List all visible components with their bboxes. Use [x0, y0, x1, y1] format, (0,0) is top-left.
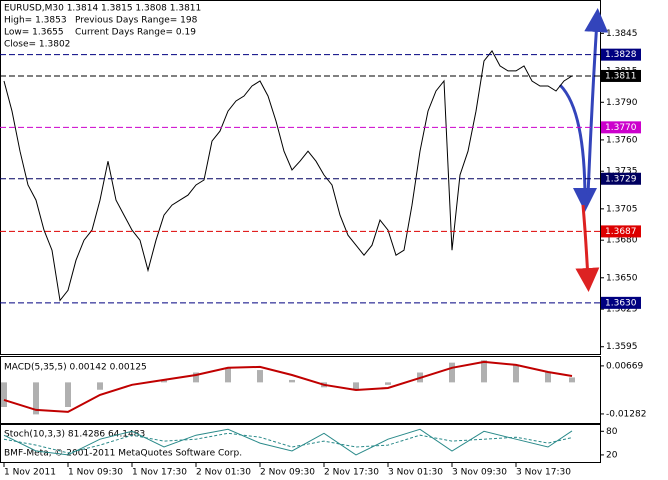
x-tick-label: 2 Nov 09:30 — [260, 468, 315, 478]
info: Close= 1.3802 — [4, 40, 70, 50]
level-label: 1.3811 — [605, 71, 637, 81]
stoch-panel — [0, 424, 601, 463]
level-label: 1.3828 — [605, 50, 637, 60]
x-tick-label: 1 Nov 2011 — [4, 468, 56, 478]
x-tick-label: 3 Nov 17:30 — [516, 468, 571, 478]
histogram-bar — [257, 370, 263, 383]
panel-title: Stoch(10,3,3) 81.4286 64.1483 — [4, 430, 145, 440]
y-tick-label: 1.3650 — [606, 273, 638, 283]
histogram-bar — [97, 382, 103, 390]
copyright: BMF-Meta, © 2001-2011 MetaQuotes Softwar… — [4, 449, 242, 459]
y-tick-label: 0.00669 — [606, 361, 643, 371]
histogram-bar — [545, 372, 551, 383]
level-label: 1.3770 — [605, 123, 637, 133]
level-box — [601, 296, 641, 309]
macd-panel — [0, 356, 601, 424]
level-box — [601, 121, 641, 134]
forecast-arrow — [584, 8, 609, 196]
histogram-bar — [225, 367, 231, 383]
x-tick-label: 3 Nov 01:30 — [388, 468, 443, 478]
histogram-bar — [513, 365, 519, 383]
x-tick-label: 2 Nov 01:30 — [196, 468, 251, 478]
info: Previous Days Range= 198 — [75, 16, 198, 26]
level-label: 1.3687 — [605, 227, 637, 237]
y-tick-label: 1.3625 — [606, 305, 638, 315]
y-tick-label: 1.3595 — [606, 342, 638, 352]
histogram-bar — [193, 372, 199, 383]
level-label: 1.3729 — [605, 174, 637, 184]
forecast-arrow — [575, 204, 600, 292]
price-line — [3, 49, 573, 302]
panel-title: MACD(5,35,5) 0.00142 0.00125 — [4, 363, 147, 373]
histogram-bar — [481, 360, 487, 383]
histogram-bar — [449, 362, 455, 383]
y-tick-label: 1.3680 — [606, 236, 638, 246]
histogram-bar — [1, 382, 7, 407]
y-tick-label: 80 — [606, 427, 618, 437]
x-tick-label: 1 Nov 17:30 — [132, 468, 187, 478]
y-tick-label: -0.01282 — [606, 409, 646, 419]
y-tick-label: 20 — [606, 450, 618, 460]
level-box — [601, 172, 641, 185]
info: Low= 1.3655 — [4, 28, 64, 38]
histogram-bar — [161, 379, 167, 383]
histogram-bar — [65, 382, 71, 407]
level-label: 1.3630 — [605, 298, 637, 308]
histogram-bar — [353, 382, 359, 390]
histogram-bar — [33, 382, 39, 415]
level-box — [601, 48, 641, 61]
chart-title: EURUSD,M30 1.3814 1.3815 1.3808 1.3811 — [4, 4, 201, 14]
histogram-bar — [385, 382, 391, 385]
forecast-arrow — [558, 83, 597, 212]
y-tick-label: 1.3790 — [606, 98, 638, 108]
y-tick-label: 1.3845 — [606, 29, 638, 39]
level-box — [601, 69, 641, 82]
level-box — [601, 225, 641, 238]
y-tick-label: 1.3735 — [606, 167, 638, 177]
y-tick-label: 1.3705 — [606, 204, 638, 214]
info: Current Days Range= 0.19 — [75, 28, 196, 38]
histogram-bar — [569, 377, 575, 383]
histogram-bar — [289, 379, 295, 383]
indicator-line — [3, 360, 573, 413]
info: High= 1.3853 — [4, 16, 67, 26]
indicator-line — [3, 428, 573, 456]
main-panel — [0, 0, 601, 355]
x-tick-label: 2 Nov 17:30 — [324, 468, 379, 478]
x-tick-label: 1 Nov 09:30 — [68, 468, 123, 478]
x-tick-label: 3 Nov 09:30 — [452, 468, 507, 478]
y-tick-label: 1.3760 — [606, 135, 638, 145]
